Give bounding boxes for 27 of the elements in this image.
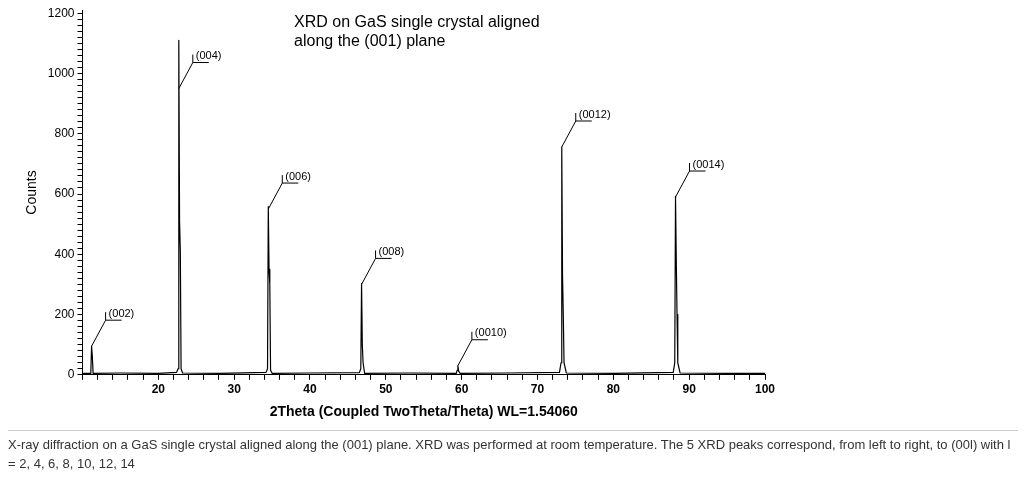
annotation: (002) [108,306,135,319]
y-axis-title: Counts [23,170,40,215]
x-tick-label: 20 [151,382,166,397]
text: XRD on GaS single crystal aligned along the (001) plane [294,12,540,49]
annotation: (0014) [692,157,725,170]
x-axis-title: 2Theta (Coupled TwoTheta/Theta) WL=1.54060 [269,403,579,420]
x-tick-label: 40 [303,382,317,397]
x-tick-label: 90 [682,382,697,397]
text: X-ray diffraction on a GaS single crystal aligned along the (001) plane. XRD was performed at room temperature. The 5 XRD peaks correspond, from left to right, to (00l) with l = 2, 4, 6, 8, 10, 12, 14 [8,430,1018,473]
y-tick-label: 600 [54,186,75,201]
y-tick-label: 400 [54,246,75,261]
annotation: (0010) [474,326,507,339]
y-tick-label: 200 [54,306,75,321]
y-tick-label: 800 [54,126,75,141]
annotation: (006) [285,169,311,182]
x-tick-label: 100 [754,382,776,397]
y-tick-label: 1200 [47,5,75,20]
x-tick-label: 70 [530,382,545,397]
y-tick-label: 1000 [47,65,75,80]
x-tick-label: 80 [606,382,621,397]
x-tick-label: 50 [379,382,393,397]
x-tick-label: 60 [454,382,469,397]
annotation: (008) [378,244,405,257]
annotation: (004) [195,49,222,62]
y-tick-label: 0 [67,367,75,382]
annotation: (0012) [578,107,611,120]
x-tick-label: 30 [227,382,242,397]
